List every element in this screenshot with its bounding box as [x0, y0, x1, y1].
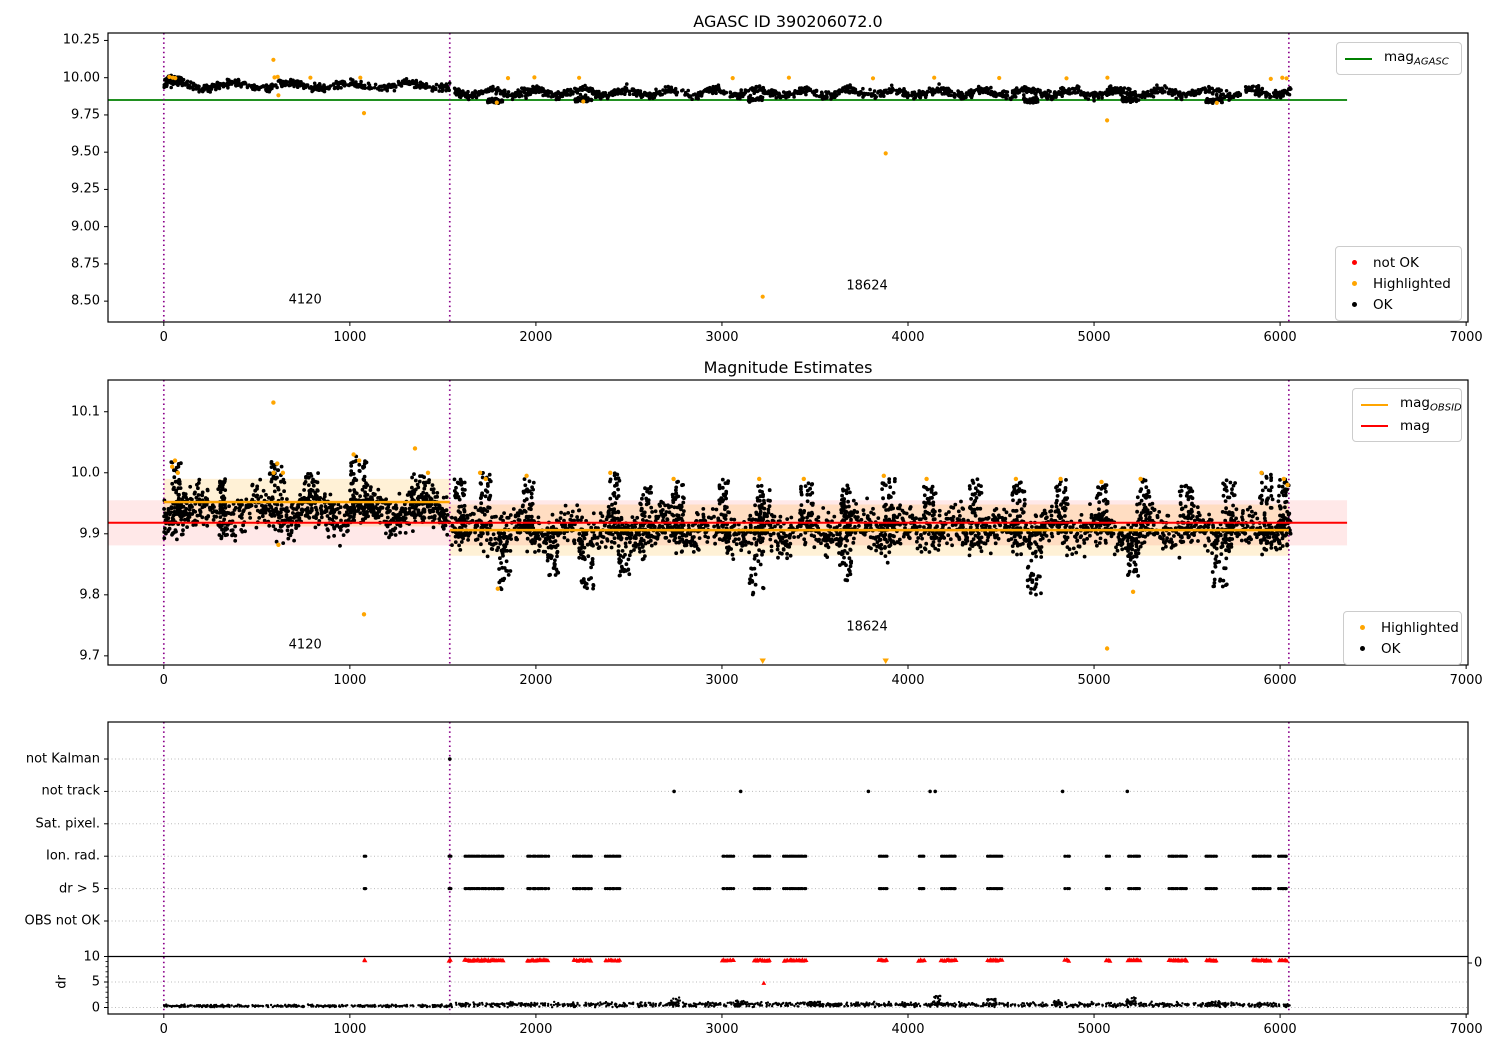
x-tick-label: 3000 [705, 330, 739, 345]
mag-obsid-line-swatch [1361, 403, 1388, 406]
y-tick-label: 9.00 [71, 219, 100, 235]
x-tick-label: 1000 [333, 1022, 367, 1037]
legend-item-mag: mag [1361, 415, 1451, 436]
x-tick-label: 1000 [333, 673, 367, 688]
x-tick-label: 7000 [1449, 673, 1483, 688]
mag-agasc-line-swatch [1345, 57, 1372, 60]
x-tick-label: 0 [159, 330, 168, 345]
x-tick-label: 0 [159, 1022, 168, 1037]
x-tick-label: 4000 [891, 673, 925, 688]
legend-label: magAGASC [1384, 49, 1449, 68]
x-tick-label: 1000 [333, 330, 367, 345]
legend-label: mag [1400, 417, 1430, 434]
legend-label: Highlighted [1373, 275, 1451, 292]
annotation-obsid-4120-top: 4120 [288, 292, 322, 308]
flag-category-label: OBS not OK [24, 913, 101, 929]
y-tick-label: 9.50 [71, 144, 100, 160]
plot1-title: AGASC ID 390206072.0 [693, 12, 883, 31]
y-tick-label: 10.25 [62, 32, 100, 48]
y-tick-label: 8.75 [71, 256, 100, 272]
plot2-title: Magnitude Estimates [703, 358, 873, 377]
x-tick-label: 4000 [891, 1022, 925, 1037]
x-tick-label: 6000 [1263, 673, 1297, 688]
y-tick-label: 10.0 [71, 465, 100, 481]
legend-label: OK [1381, 640, 1401, 657]
legend-item-mag-agasc: magAGASC [1345, 48, 1451, 69]
dr-axis-label: dr [54, 975, 70, 989]
not-ok-dot-swatch [1352, 260, 1357, 265]
legend-item-highlighted: Highlighted [1344, 273, 1451, 294]
flag-category-label: not Kalman [25, 751, 100, 767]
highlighted-dot-swatch [1360, 625, 1365, 630]
legend-mid-lines: magOBSID mag [1352, 388, 1462, 442]
y-tick-label: 9.7 [79, 648, 100, 664]
legend-item-not-ok: not OK [1344, 252, 1451, 273]
x-tick-label: 5000 [1077, 673, 1111, 688]
legend-label: OK [1373, 296, 1393, 313]
flag-category-label: Ion. rad. [46, 848, 100, 864]
flag-category-label: Sat. pixel. [35, 816, 100, 832]
y-tick-label: 10.00 [62, 70, 100, 86]
ok-dot-swatch [1360, 646, 1365, 651]
annotation-obsid-4120-mid: 4120 [288, 637, 322, 653]
y-tick-label: 9.75 [71, 107, 100, 123]
dr-tick-label: 10 [83, 949, 100, 964]
legend-mid-markers: Highlighted OK [1343, 611, 1462, 665]
legend-label: Highlighted [1381, 619, 1459, 636]
ok-dot-swatch [1352, 302, 1357, 307]
y-tick-label: 9.9 [79, 526, 100, 542]
y-tick-label: 8.50 [71, 293, 100, 309]
x-tick-label: 5000 [1077, 330, 1111, 345]
y-tick-label: 9.25 [71, 181, 100, 197]
flag-category-label: dr > 5 [58, 881, 100, 897]
flag-category-label: not track [41, 783, 100, 799]
annotation-obsid-18624-top: 18624 [846, 278, 888, 294]
highlighted-dot-swatch [1352, 281, 1357, 286]
dr-tick-label: 5 [91, 974, 100, 990]
x-tick-label: 6000 [1263, 330, 1297, 345]
x-tick-label: 4000 [891, 330, 925, 345]
x-tick-label: 7000 [1449, 1022, 1483, 1037]
legend-item-mag-obsid: magOBSID [1361, 394, 1462, 415]
x-tick-label: 0 [159, 673, 168, 688]
legend-mag-agasc: magAGASC [1336, 42, 1462, 75]
x-tick-label: 6000 [1263, 1022, 1297, 1037]
legend-label: not OK [1373, 254, 1419, 271]
x-tick-label: 3000 [705, 1022, 739, 1037]
right-axis-label: 0 [1474, 955, 1483, 971]
legend-top-markers: not OK Highlighted OK [1335, 246, 1462, 321]
legend-item-highlighted: Highlighted [1352, 617, 1459, 638]
y-tick-label: 9.8 [79, 587, 100, 603]
dr-tick-label: 0 [91, 1000, 100, 1015]
annotation-obsid-18624-mid: 18624 [846, 619, 888, 635]
x-tick-label: 2000 [519, 1022, 553, 1037]
y-tick-label: 10.1 [71, 404, 100, 420]
legend-label: magOBSID [1400, 395, 1462, 414]
x-tick-label: 7000 [1449, 330, 1483, 345]
x-tick-label: 2000 [519, 330, 553, 345]
mag-line-swatch [1361, 424, 1388, 427]
x-tick-label: 3000 [705, 673, 739, 688]
x-tick-label: 2000 [519, 673, 553, 688]
legend-item-ok: OK [1344, 294, 1451, 315]
legend-item-ok: OK [1352, 638, 1451, 659]
x-tick-label: 5000 [1077, 1022, 1111, 1037]
